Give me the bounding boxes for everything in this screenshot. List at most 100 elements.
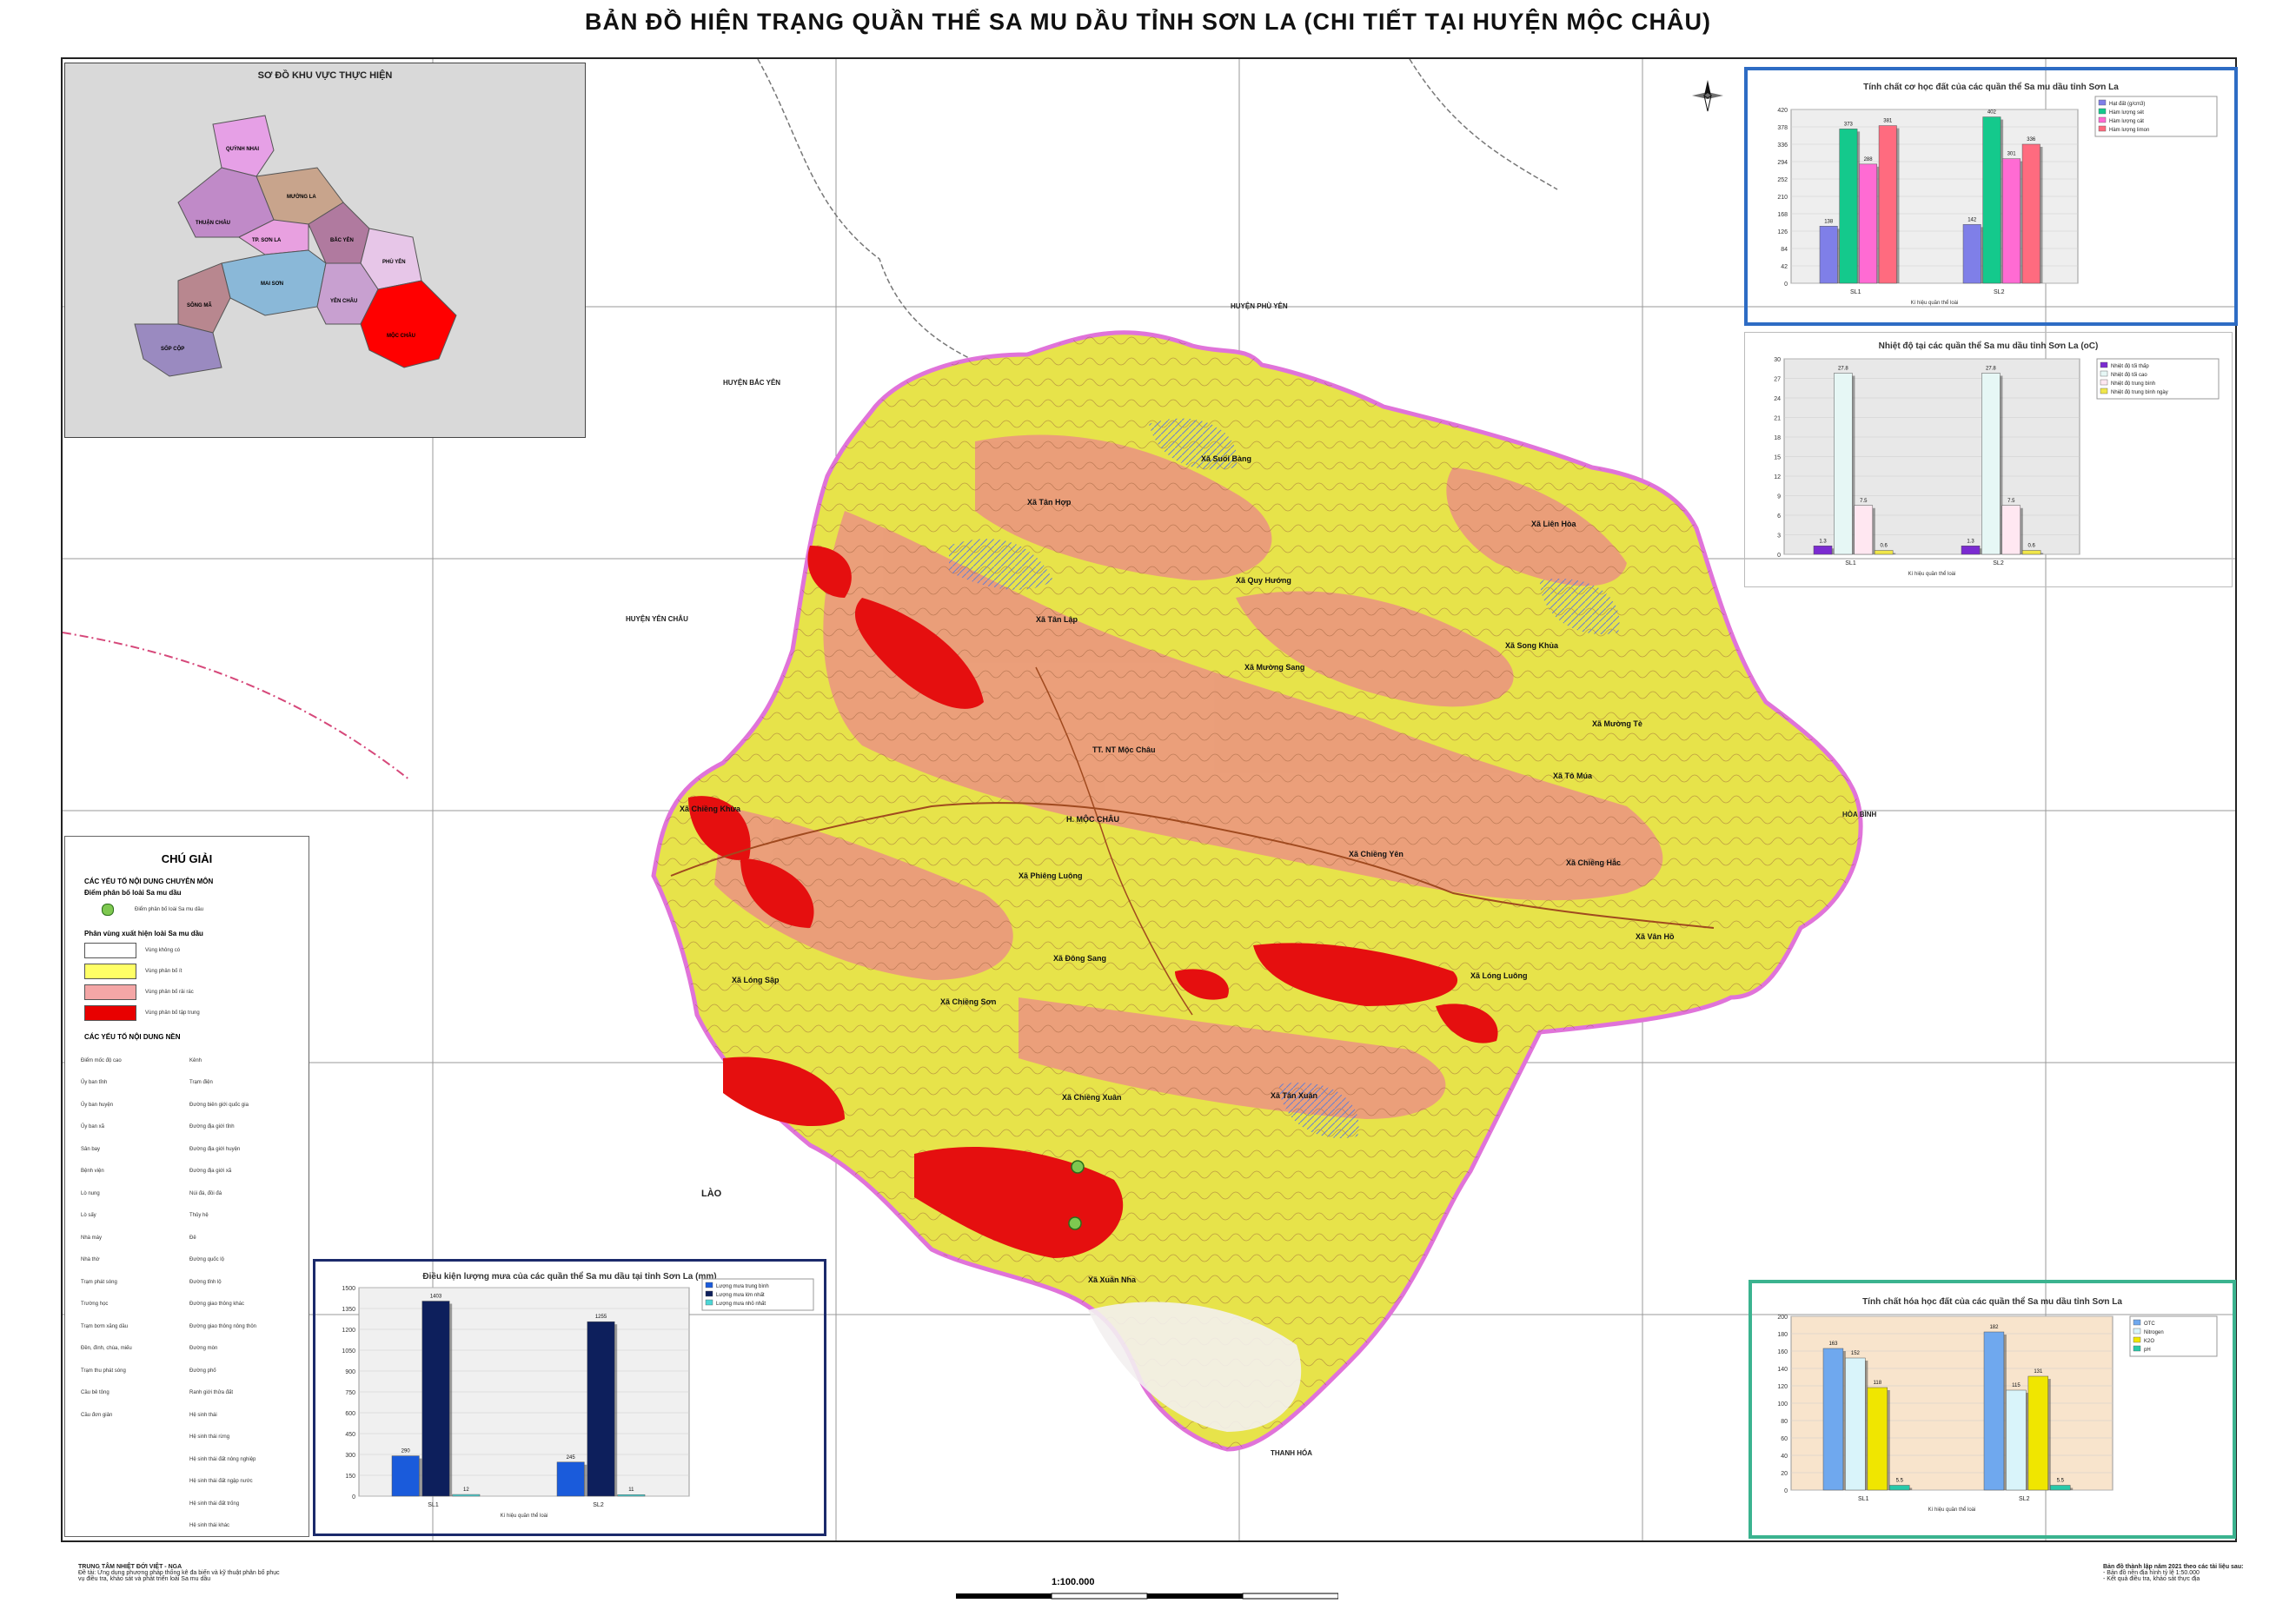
bar (1867, 1387, 1888, 1491)
commune-label: Xã Mường Tè (1592, 719, 1642, 728)
legend-base-row: Cầu bê tông Ranh giới thửa đất (81, 1382, 298, 1405)
y-tick-label: 21 (1774, 416, 1781, 422)
data-label: 12 (463, 1487, 469, 1493)
legend-swatch (2100, 370, 2108, 377)
legend-entry: Hàm lượng limon (2109, 128, 2149, 133)
legend-item-label: Đường mòn (189, 1346, 218, 1352)
data-label: 5.5 (2057, 1479, 2065, 1484)
legend-base-row: Ủy ban huyện Đường biên giới quốc gia (81, 1094, 298, 1116)
zone-swatch (84, 943, 136, 958)
bar-shadow (1857, 131, 1861, 283)
chart-title: Tính chất cơ học đất của các quần thể Sa… (1863, 83, 2119, 92)
legend-swatch (2100, 361, 2108, 368)
data-label: 0.6 (2027, 544, 2035, 549)
commune-label: Xã Chiềng Xuân (1062, 1093, 1122, 1102)
bar-shadow (2026, 1393, 2029, 1490)
legend-item-label: Trạm thu phát sóng (81, 1368, 126, 1374)
chart-title: Điều kiện lượng mưa của các quần thể Sa … (422, 1272, 717, 1282)
legend-entry: OTC (2144, 1322, 2155, 1327)
data-label: 7.5 (1860, 499, 1868, 504)
y-tick-label: 600 (345, 1411, 355, 1417)
zone-swatch (84, 1005, 136, 1021)
bar-shadow (2001, 119, 2004, 283)
y-tick-label: 24 (1774, 396, 1781, 402)
bar (2021, 143, 2041, 284)
distribution-point-icon (102, 904, 114, 916)
bar (617, 1494, 646, 1497)
chart1-svg: 0 42 84 126 168 210 252 294 336 378 420 138 373 288 38… (1777, 96, 2218, 306)
bar (391, 1455, 420, 1497)
bar (452, 1494, 481, 1497)
bar (2027, 1375, 2049, 1491)
legend-title: CHÚ GIẢI (161, 852, 213, 865)
commune-label: Xã Liên Hòa (1531, 520, 1576, 528)
chart-rainfall: Điều kiện lượng mưa của các quần thể Sa … (313, 1259, 826, 1536)
legend-item-label: Bệnh viện (81, 1169, 104, 1175)
data-label: 11 (628, 1487, 634, 1493)
legend-zone-row: Vùng không có (84, 943, 309, 958)
commune-label: Xã Chiềng Khừa (680, 805, 741, 813)
y-tick-label: 140 (1777, 1367, 1788, 1373)
legend-item-label: Đường địa giới huyện (189, 1146, 241, 1152)
y-tick-label: 252 (1777, 177, 1788, 183)
inset-svg: QUỲNH NHAI MƯỜNG LA THUẬN CHÂU TP. SƠN L… (134, 115, 457, 377)
x-axis-label: Kí hiệu quần thể loài (1928, 1507, 1976, 1513)
footer-line: - Bản đồ nền địa hình tỷ lệ 1:50.000 (2103, 1570, 2200, 1576)
commune-label: Xã Xuân Nha (1088, 1275, 1137, 1284)
bar (2050, 1485, 2071, 1491)
legend-zone-row: Vùng phân bố tập trung (84, 1005, 309, 1021)
legend-base-row: Trạm phát sóng Đường tỉnh lộ (81, 1271, 298, 1294)
zone-label: Vùng phân bố tập trung (145, 1010, 200, 1016)
y-tick-label: 120 (1777, 1384, 1788, 1390)
legend-item-label: Đường giao thông khác (189, 1302, 244, 1308)
legend-item-label: Đường tỉnh lộ (189, 1279, 222, 1285)
chart-temperature: Nhiệt độ tại các quần thể Sa mu dầu tỉnh… (1744, 332, 2233, 587)
x-axis-label: Kí hiệu quần thể loài (1911, 300, 1959, 306)
legend-item-label: Đền, đình, chùa, miếu (81, 1346, 132, 1352)
y-tick-label: 300 (345, 1453, 355, 1459)
bar (1845, 1357, 1866, 1491)
legend-dist-header: Điểm phân bố loài Sa mu dầu (84, 889, 182, 897)
y-tick-label: 420 (1777, 108, 1788, 114)
bar (1834, 373, 1853, 555)
legend-entry: Hàm lượng cát (2109, 119, 2144, 124)
chart-title: Nhiệt độ tại các quần thể Sa mu dầu tỉnh… (1878, 341, 2099, 351)
legend-item-label: Đường phố (189, 1368, 216, 1374)
commune-label: Xã Mường Sang (1244, 663, 1305, 672)
data-label: 1.3 (1819, 539, 1827, 544)
legend-item-label: Hệ sinh thái (189, 1412, 217, 1418)
y-tick-label: 150 (345, 1474, 355, 1480)
legend-entry: Hạt đất (g/cm3) (2109, 102, 2145, 107)
x-axis-label: Kí hiệu quần thể loài (1908, 571, 1956, 577)
zone-label: Vùng không có (145, 948, 181, 953)
inset-location-map: SƠ ĐỒ KHU VỰC THỰC HIỆN QUỲNH NHAI MƯỜNG… (64, 63, 586, 438)
bar-shadow (2020, 507, 2023, 554)
inset-district-label: BẮC YÊN (330, 236, 354, 243)
bar (1813, 546, 1833, 555)
legend-item-label: Trạm điện (189, 1080, 213, 1086)
legend-eco-row: Hệ sinh thái rừng (189, 1434, 230, 1441)
inset-district-label: MAI SƠN (261, 282, 283, 287)
district-capital-label: H. MỘC CHÂU (1066, 815, 1119, 824)
commune-label: Xã Tân Lập (1036, 615, 1078, 624)
legend-base-row: Trường học Đường giao thông khác (81, 1294, 298, 1316)
commune-label: Xã Chiềng Sơn (940, 997, 997, 1006)
commune-label: Xã Lóng Luông (1470, 971, 1528, 980)
legend-entry: K2O (2144, 1339, 2154, 1344)
legend-eco-row: Hệ sinh thái khác (189, 1523, 230, 1529)
legend-base-items: Điểm mốc độ cao Kênh Ủy ban tỉnh Trạm điện Ủ… (81, 1050, 298, 1537)
bar-shadow (1896, 128, 1900, 283)
bar (1878, 125, 1897, 284)
bar (1839, 129, 1858, 284)
legend-swatch (705, 1282, 713, 1288)
inset-district-label: MƯỜNG LA (287, 193, 316, 200)
legend-item-label: Trạm phát sóng (81, 1279, 117, 1285)
data-label: 163 (1828, 1341, 1838, 1347)
data-label: 118 (1874, 1381, 1882, 1386)
chart-soil-mechanics: Tính chất cơ học đất của các quần thể Sa… (1744, 67, 2238, 326)
legend-dist-point: Điểm phân bố loài Sa mu dầu (84, 902, 309, 917)
zone-label: Vùng phân bố rải rác (145, 990, 194, 995)
y-tick-label: 180 (1777, 1332, 1788, 1338)
legend-item-label: Ủy ban huyện (81, 1102, 114, 1108)
inset-district-label: SÔNG MÃ (187, 301, 212, 308)
